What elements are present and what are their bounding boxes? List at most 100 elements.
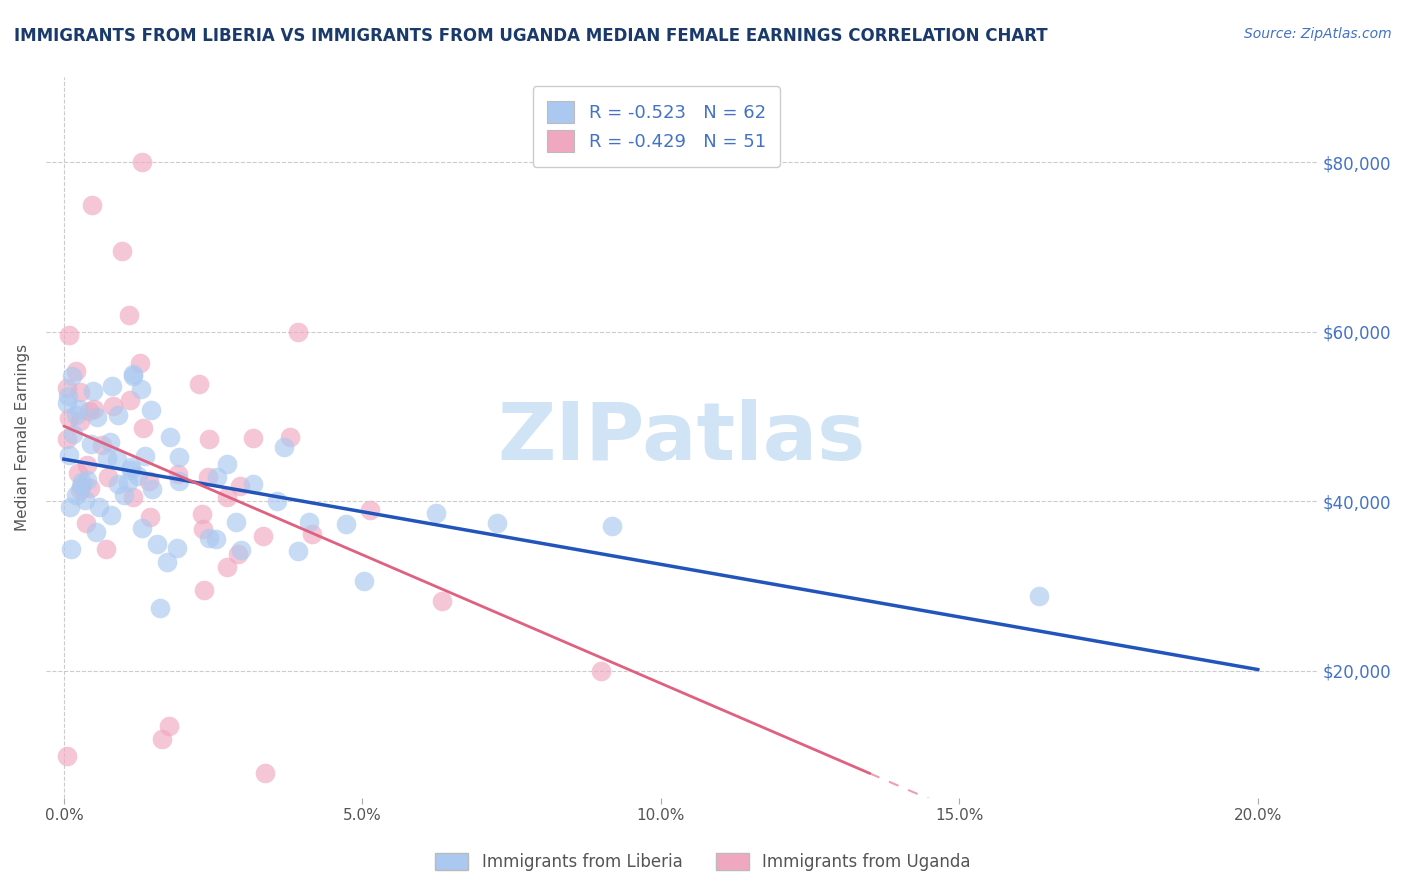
Point xyxy=(600,519,623,533)
Point xyxy=(65,488,87,502)
Point xyxy=(94,542,117,557)
Point xyxy=(60,369,83,384)
Point xyxy=(217,457,239,471)
Point xyxy=(58,327,80,342)
Point xyxy=(157,719,180,733)
Point xyxy=(127,469,149,483)
Point xyxy=(65,364,87,378)
Point xyxy=(80,197,103,211)
Point xyxy=(122,367,145,381)
Point xyxy=(69,414,91,428)
Point xyxy=(167,467,190,481)
Point xyxy=(56,748,79,763)
Point xyxy=(242,431,264,445)
Point xyxy=(86,525,108,540)
Point xyxy=(58,389,80,403)
Point xyxy=(122,369,145,384)
Point xyxy=(191,523,214,537)
Point xyxy=(118,308,141,322)
Point xyxy=(89,500,111,514)
Point xyxy=(129,382,152,396)
Text: IMMIGRANTS FROM LIBERIA VS IMMIGRANTS FROM UGANDA MEDIAN FEMALE EARNINGS CORRELA: IMMIGRANTS FROM LIBERIA VS IMMIGRANTS FR… xyxy=(14,27,1047,45)
Text: Source: ZipAtlas.com: Source: ZipAtlas.com xyxy=(1244,27,1392,41)
Point xyxy=(141,403,163,417)
Point xyxy=(485,516,508,530)
Point xyxy=(86,410,108,425)
Point xyxy=(287,543,309,558)
Point xyxy=(80,437,103,451)
Point xyxy=(138,474,160,488)
Point xyxy=(121,462,143,476)
Point xyxy=(198,531,221,545)
Point xyxy=(117,475,139,489)
Point xyxy=(105,452,128,467)
Point xyxy=(67,402,90,417)
Point xyxy=(226,547,249,561)
Point xyxy=(252,529,274,543)
Point xyxy=(97,470,120,484)
Legend: Immigrants from Liberia, Immigrants from Uganda: Immigrants from Liberia, Immigrants from… xyxy=(426,845,980,880)
Point xyxy=(65,408,87,422)
Point xyxy=(62,427,84,442)
Point xyxy=(56,396,79,410)
Point xyxy=(101,379,124,393)
Point xyxy=(60,542,83,557)
Point xyxy=(150,731,173,746)
Point xyxy=(167,474,190,488)
Point xyxy=(425,506,447,520)
Point xyxy=(215,490,238,504)
Point xyxy=(156,555,179,569)
Point xyxy=(107,409,129,423)
Text: ZIPatlas: ZIPatlas xyxy=(498,399,866,476)
Point xyxy=(98,435,121,450)
Point xyxy=(253,765,276,780)
Point xyxy=(266,494,288,508)
Point xyxy=(120,392,142,407)
Point xyxy=(591,665,613,679)
Point xyxy=(1028,589,1050,603)
Point xyxy=(76,458,98,472)
Point xyxy=(159,430,181,444)
Point xyxy=(242,476,264,491)
Point xyxy=(278,430,301,444)
Point xyxy=(149,601,172,615)
Point xyxy=(287,325,309,339)
Point xyxy=(217,560,239,574)
Y-axis label: Median Female Earnings: Median Female Earnings xyxy=(15,344,30,532)
Point xyxy=(273,441,295,455)
Point xyxy=(75,516,97,531)
Point xyxy=(67,466,90,480)
Point xyxy=(77,403,100,417)
Point xyxy=(76,473,98,487)
Point xyxy=(129,356,152,370)
Point xyxy=(79,481,101,495)
Point xyxy=(166,541,188,555)
Point xyxy=(103,399,125,413)
Point xyxy=(353,574,375,589)
Point xyxy=(131,521,153,535)
Point xyxy=(58,448,80,462)
Point xyxy=(298,515,321,529)
Point xyxy=(100,508,122,522)
Point xyxy=(301,526,323,541)
Point xyxy=(225,515,247,529)
Point xyxy=(58,410,80,425)
Point xyxy=(430,594,453,608)
Point xyxy=(120,460,142,475)
Point xyxy=(70,475,93,489)
Point xyxy=(359,502,381,516)
Point xyxy=(146,537,169,551)
Point xyxy=(69,385,91,400)
Point xyxy=(82,384,104,399)
Point xyxy=(70,479,93,493)
Point xyxy=(111,244,134,259)
Point xyxy=(90,438,112,452)
Point xyxy=(167,450,190,464)
Point xyxy=(132,421,155,435)
Point xyxy=(335,516,357,531)
Legend: R = -0.523   N = 62, R = -0.429   N = 51: R = -0.523 N = 62, R = -0.429 N = 51 xyxy=(533,87,780,167)
Point xyxy=(229,478,252,492)
Point xyxy=(75,493,97,508)
Point xyxy=(139,509,162,524)
Point xyxy=(197,433,219,447)
